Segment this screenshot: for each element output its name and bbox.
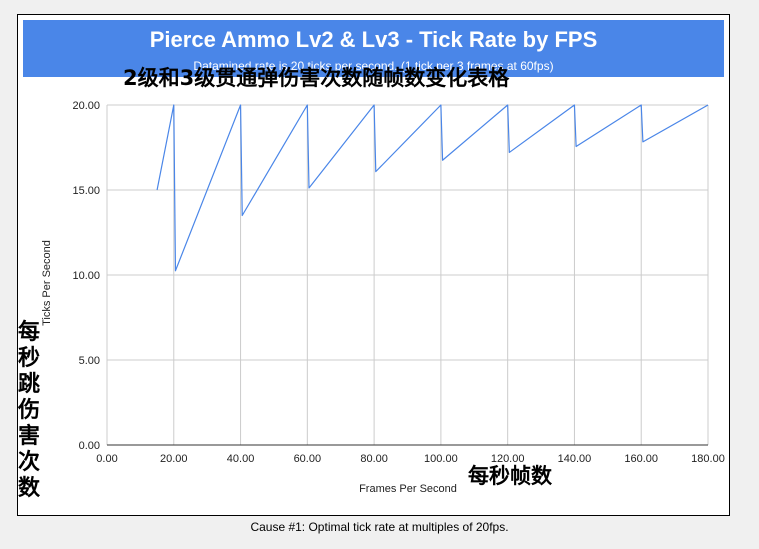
y-tick-label: 15.00 [72, 185, 100, 197]
x-tick-label: 160.00 [624, 453, 658, 465]
x-tick-label: 40.00 [227, 453, 255, 465]
x-axis-label: Frames Per Second [359, 483, 457, 495]
x-tick-label: 180.00 [691, 453, 725, 465]
tick-labels: 0.00 20.00 40.00 60.00 80.00 100.00 120.00 140.… [72, 100, 724, 465]
y-tick-label: 10.00 [72, 270, 100, 282]
chinese-xlabel-annotation: 每秒帧数 [468, 464, 552, 488]
y-tick-label: 0.00 [79, 440, 100, 452]
x-tick-label: 20.00 [160, 453, 188, 465]
x-tick-label: 100.00 [424, 453, 458, 465]
chart-frame: Pierce Ammo Lv2 & Lv3 - Tick Rate by FPS… [17, 14, 730, 516]
x-tick-label: 0.00 [96, 453, 117, 465]
chart-title: Pierce Ammo Lv2 & Lv3 - Tick Rate by FPS [149, 27, 598, 52]
x-tick-label: 120.00 [491, 453, 525, 465]
y-axis-label: Ticks Per Second [41, 240, 53, 326]
series-layer [156, 104, 709, 272]
x-tick-label: 140.00 [558, 453, 592, 465]
chart-caption: Cause #1: Optimal tick rate at multiples… [250, 520, 509, 534]
grid-lines [106, 104, 709, 446]
chinese-ylabel-annotation: 每秒跳伤害次数 [17, 320, 40, 501]
y-tick-label: 20.00 [72, 100, 100, 112]
chinese-title-annotation: 2级和3级贯通弹伤害次数随帧数变化表格 [123, 66, 510, 90]
chart-subtitle: Datamined rate is 20 ticks per second. (… [193, 59, 554, 73]
x-tick-label: 60.00 [294, 453, 322, 465]
title-banner: Pierce Ammo Lv2 & Lv3 - Tick Rate by FPS… [23, 20, 724, 77]
series-line [156, 104, 709, 272]
y-tick-label: 5.00 [79, 355, 100, 367]
x-tick-label: 80.00 [360, 453, 388, 465]
